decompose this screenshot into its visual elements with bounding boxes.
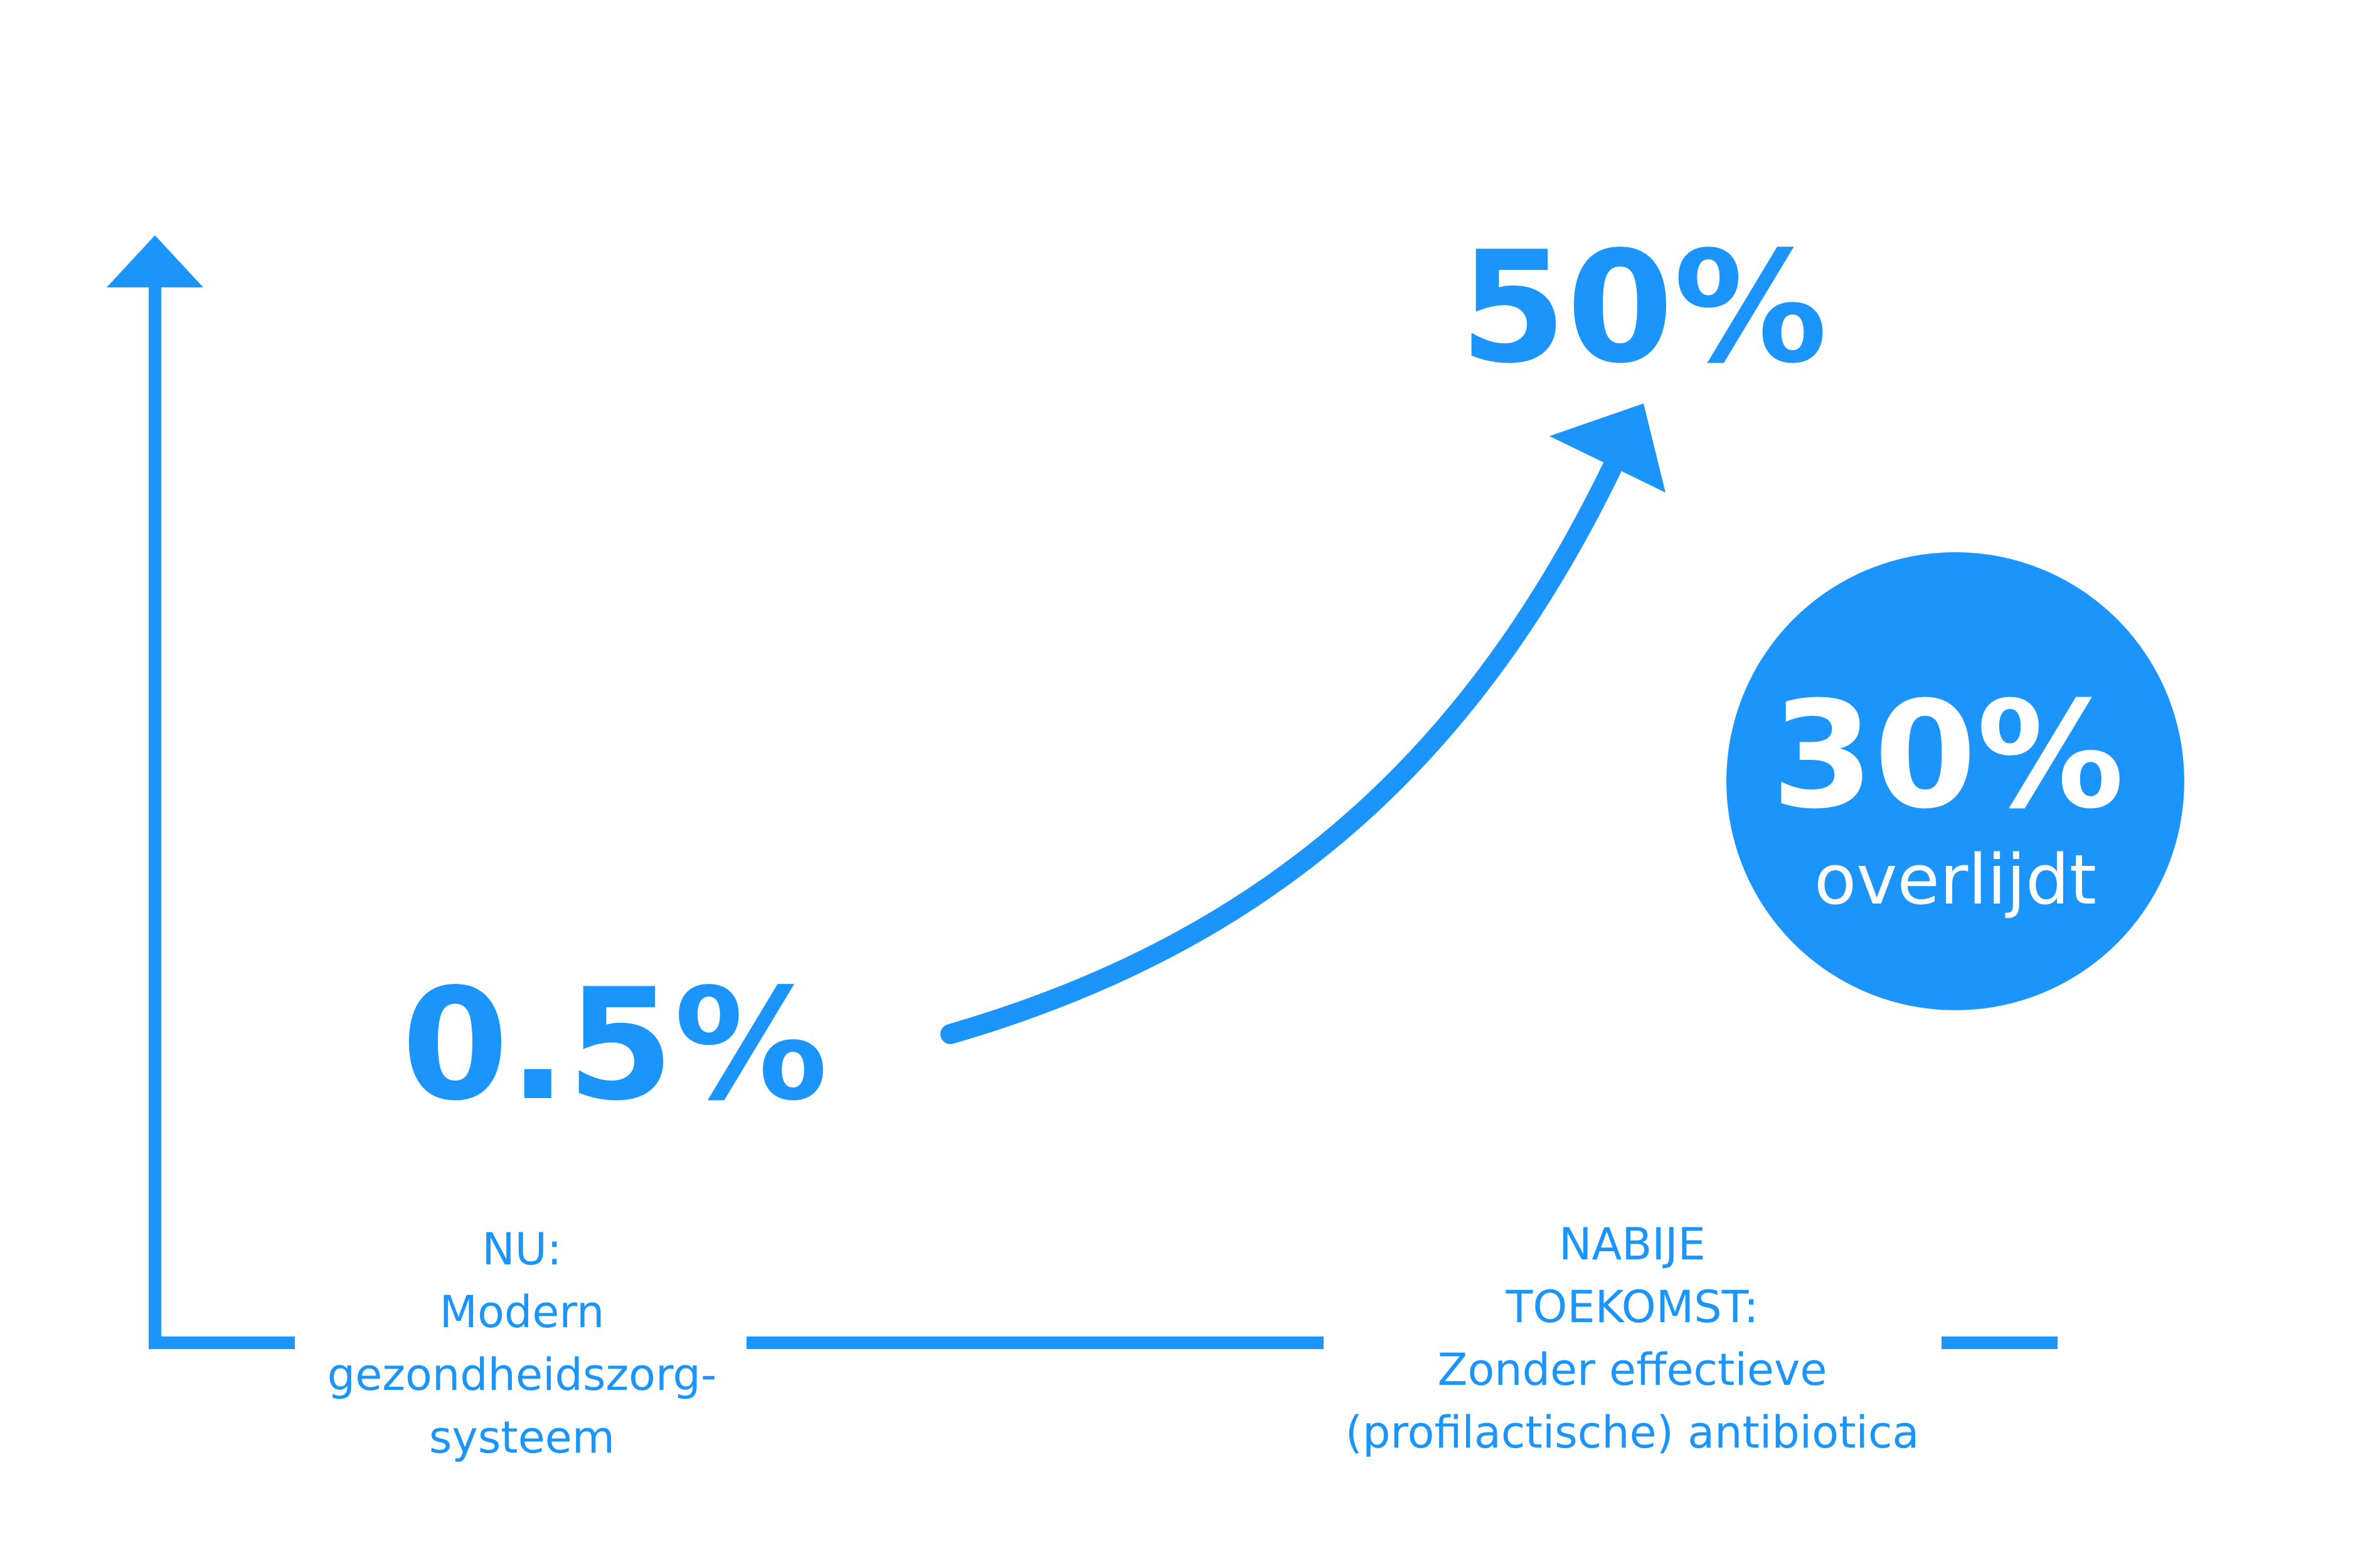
mortality-badge-circle <box>1726 552 2184 1010</box>
mortality-badge: 30% overlijdt <box>1726 552 2184 1010</box>
future-label-line: TOEKOMST: <box>1506 1281 1759 1333</box>
mortality-badge-label: overlijdt <box>1814 840 2096 920</box>
now-label-line: Modern <box>440 1286 605 1338</box>
future-label: NABIJE TOEKOMST: Zonder effectieve (prof… <box>1346 1219 1920 1458</box>
growth-arrowhead <box>1549 403 1665 493</box>
future-value: 50% <box>1460 218 1827 397</box>
future-label-line: NABIJE <box>1559 1219 1706 1270</box>
now-label: NU: Modern gezondheidszorg- systeem <box>327 1224 716 1463</box>
mortality-badge-value: 30% <box>1772 670 2125 841</box>
growth-curve <box>940 457 1622 1044</box>
now-label-line: gezondheidszorg- <box>327 1349 716 1401</box>
future-label-line: Zonder effectieve <box>1438 1344 1827 1396</box>
y-axis-arrowhead <box>107 235 203 287</box>
now-label-line: systeem <box>429 1412 615 1463</box>
future-label-line: (profilactische) antibiotica <box>1346 1407 1920 1458</box>
now-value: 0.5% <box>401 956 828 1134</box>
now-label-line: NU: <box>482 1224 561 1275</box>
